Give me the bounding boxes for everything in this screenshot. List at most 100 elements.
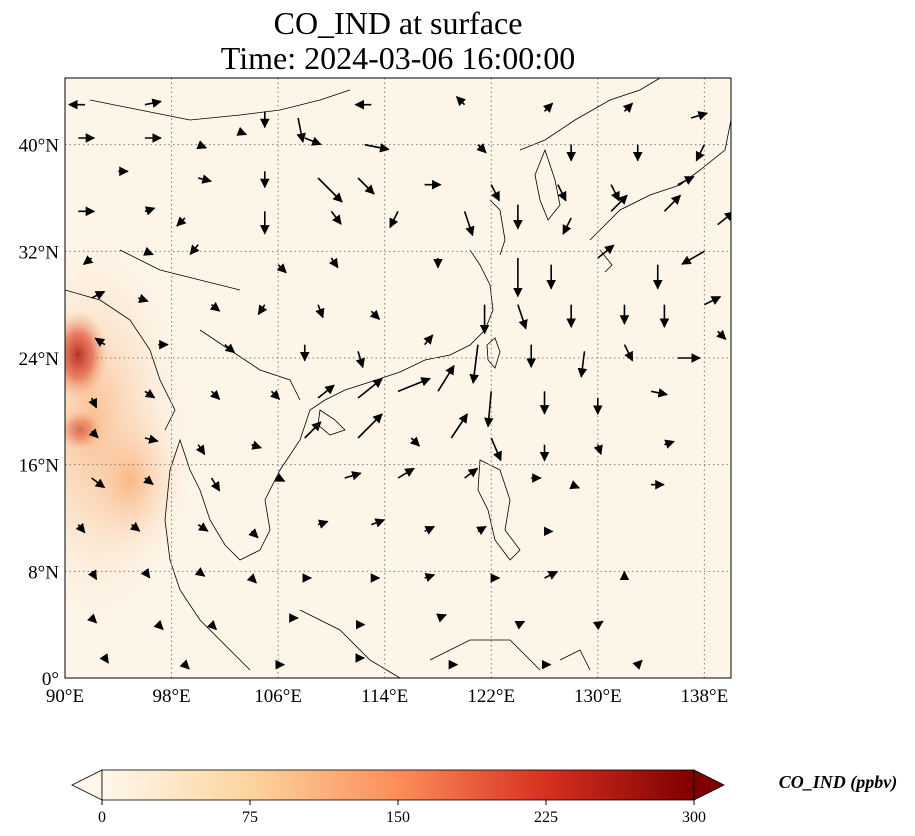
wind-arrow (369, 309, 381, 321)
colorbar-extend-max (693, 769, 725, 801)
wind-arrow (357, 177, 375, 195)
wind-arrow (88, 397, 98, 409)
wind-arrow (317, 384, 335, 399)
wind-arrow (144, 388, 156, 399)
wind-arrow (315, 304, 325, 319)
co-plume-core (65, 310, 108, 400)
wind-arrow (469, 344, 479, 385)
wind-arrow (330, 210, 342, 225)
wind-arrow (236, 126, 248, 136)
wind-arrow (437, 364, 455, 392)
colorbar-ticks: 0 75 150 225 300 (98, 800, 706, 826)
wind-arrow (423, 334, 434, 346)
map-title-line-2: Time: 2024-03-06 16:00:00 (220, 40, 576, 76)
map-frame (64, 77, 732, 679)
wind-arrow (397, 467, 415, 479)
wind-arrow (464, 467, 479, 479)
wind-arrow (197, 522, 209, 532)
wind-arrow (138, 293, 149, 304)
wind-arrow (424, 525, 436, 535)
wind-arrow (355, 351, 365, 369)
lat-tick-label: 0° (42, 669, 59, 690)
wind-arrow (557, 184, 567, 202)
wind-arrow (94, 337, 106, 348)
wind-vectors (68, 95, 731, 670)
lon-tick-label: 138°E (681, 686, 729, 707)
longitude-axis: 90°E 98°E 106°E 114°E 122°E 130°E 138°E (46, 686, 728, 707)
map-title-line-1: CO_IND at surface (273, 5, 523, 41)
wind-arrow (82, 255, 94, 266)
wind-arrow (210, 477, 221, 492)
wind-arrow (143, 475, 154, 486)
colorbar: 0 75 150 225 300 CO_IND (ppbv) (71, 769, 897, 826)
wind-arrow (194, 567, 206, 577)
wind-arrow (424, 572, 436, 583)
lon-tick-label: 130°E (574, 686, 622, 707)
wind-arrow (257, 304, 268, 316)
wind-arrow (632, 659, 643, 670)
lat-tick-label: 8°N (28, 562, 59, 583)
colorbar-tick-label: 300 (682, 809, 706, 826)
wind-arrow (517, 304, 528, 330)
wind-arrow (144, 98, 162, 108)
wind-arrow (206, 619, 217, 631)
wind-arrow (543, 102, 554, 113)
wind-arrow (91, 290, 106, 300)
wind-arrow (99, 653, 109, 664)
wind-arrow (592, 620, 604, 631)
wind-arrow (364, 143, 390, 153)
colorbar-gradient (101, 769, 695, 801)
colorbar-tick-label: 0 (98, 809, 106, 826)
wind-arrow (544, 570, 559, 580)
lat-tick-label: 40°N (19, 136, 60, 157)
map-plot-area (65, 78, 731, 678)
wind-arrow (514, 620, 526, 630)
wind-arrow (593, 444, 603, 456)
wind-arrow (664, 439, 675, 449)
wind-arrow (87, 569, 98, 581)
wind-arrow (690, 111, 708, 121)
wind-arrow (610, 194, 628, 212)
wind-arrow (455, 95, 467, 107)
wind-arrow (695, 144, 706, 162)
wind-arrow (409, 436, 420, 447)
wind-arrow (704, 295, 722, 306)
colorbar-tick-label: 75 (242, 809, 258, 826)
wind-arrow (397, 377, 431, 393)
wind-arrow (296, 117, 306, 143)
wind-arrow (140, 567, 151, 579)
wind-arrow (195, 444, 206, 456)
wind-arrow (144, 434, 159, 444)
wind-arrow (198, 174, 212, 184)
wind-arrow (209, 301, 221, 312)
wind-arrow (597, 244, 615, 259)
latitude-axis: 0° 8°N 16°N 24°N 32°N 40°N (19, 136, 60, 690)
colorbar-tick-label: 225 (534, 809, 558, 826)
wind-arrow (357, 413, 383, 439)
wind-arrow (86, 613, 98, 624)
wind-arrow (269, 389, 281, 401)
wind-arrow (304, 136, 322, 146)
wind-arrow (251, 440, 262, 450)
wind-arrow (179, 659, 190, 670)
wind-arrow (716, 329, 727, 341)
wind-arrow (317, 519, 329, 529)
wind-arrow (224, 343, 236, 354)
lon-tick-label: 98°E (152, 686, 190, 707)
wind-arrow (569, 480, 581, 490)
wind-arrow (304, 421, 322, 439)
wind-arrow (189, 244, 200, 256)
wind-arrow (75, 522, 86, 534)
wind-arrow (144, 206, 156, 216)
wind-arrow (274, 473, 286, 482)
wind-arrow (276, 263, 287, 274)
lon-tick-label: 90°E (46, 686, 84, 707)
wind-arrow (129, 521, 141, 532)
wind-arrow (357, 378, 383, 399)
wind-arrow (436, 613, 447, 623)
wind-arrow (371, 518, 386, 528)
gridlines (65, 78, 731, 678)
wind-arrow (476, 143, 487, 154)
wind-arrow (677, 175, 695, 186)
wind-arrow (344, 471, 362, 481)
